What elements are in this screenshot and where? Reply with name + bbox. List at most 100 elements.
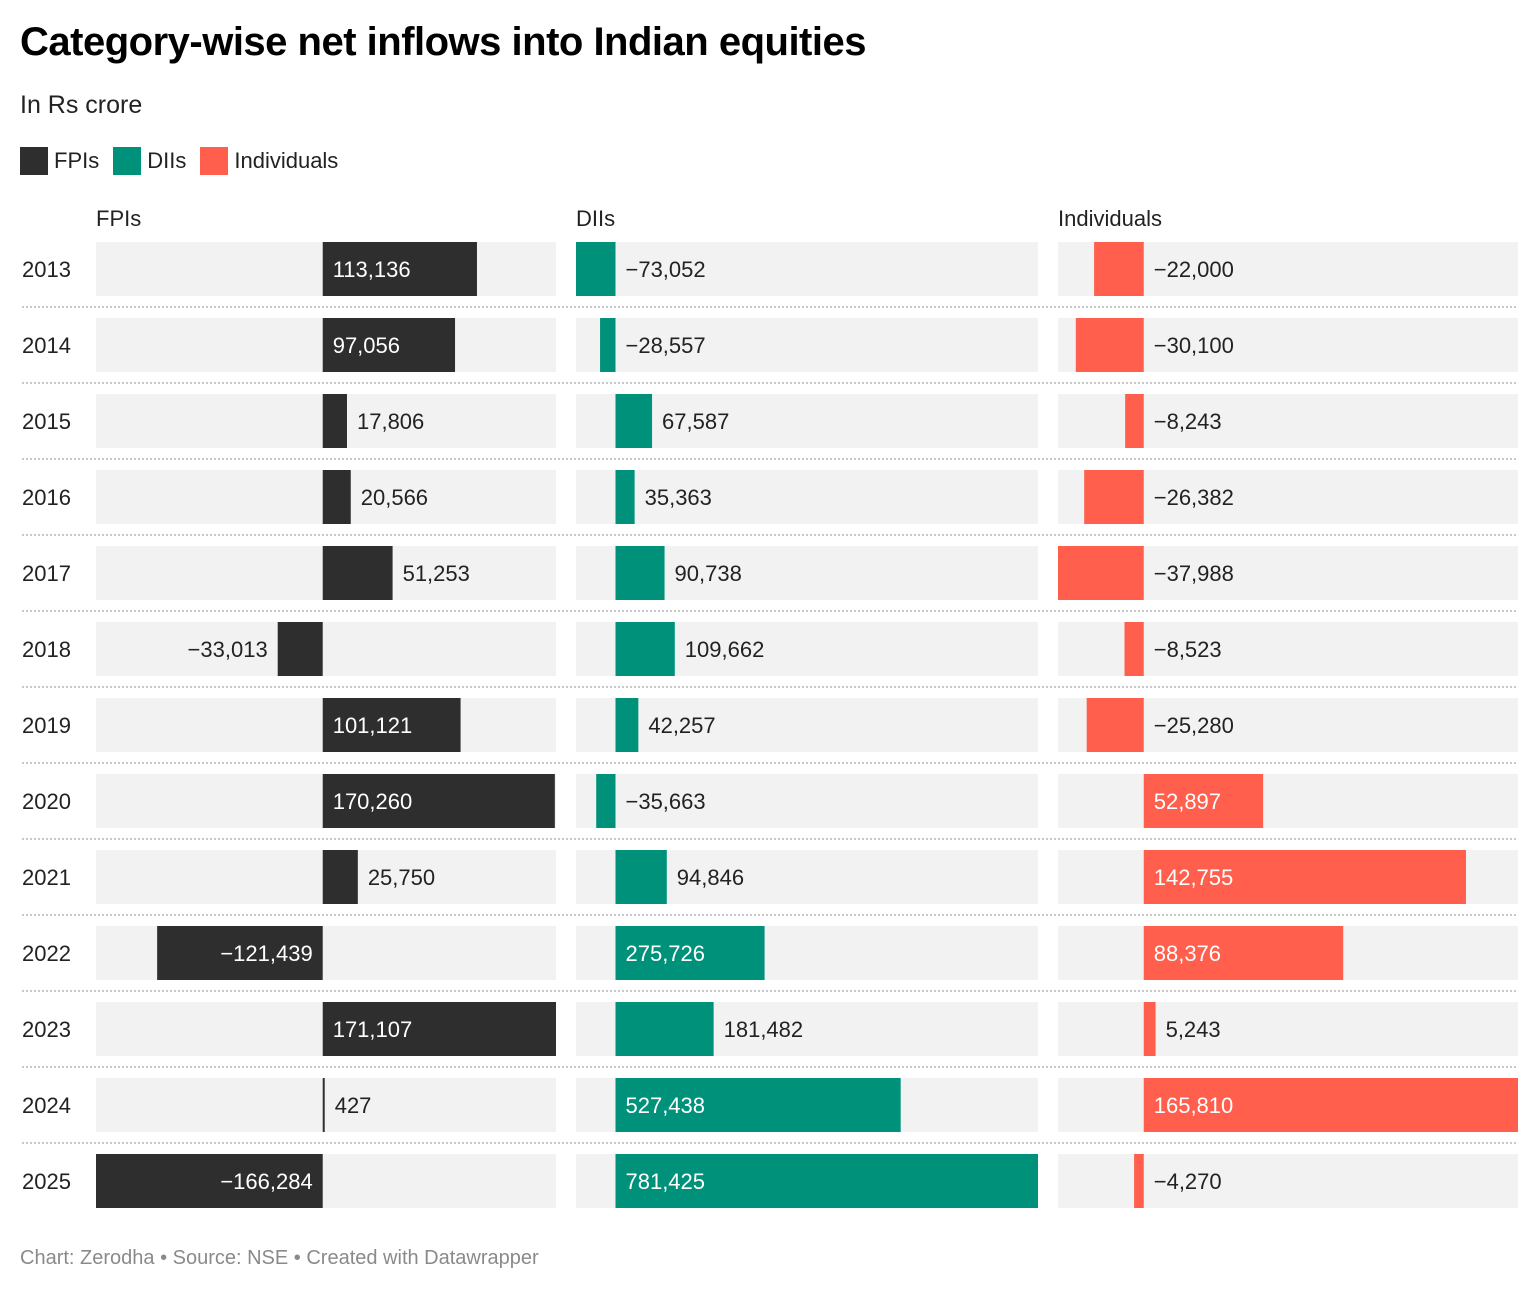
bar-individuals bbox=[1086, 698, 1144, 752]
data-label: 25,750 bbox=[368, 865, 435, 890]
legend-swatch-diis bbox=[113, 147, 142, 175]
legend-item-individuals: Individuals bbox=[200, 147, 338, 175]
bar-diis bbox=[600, 318, 616, 372]
chart-subtitle: In Rs crore bbox=[20, 91, 143, 119]
bar-background bbox=[1058, 1154, 1518, 1208]
data-label: 94,846 bbox=[677, 865, 744, 890]
bar-background bbox=[96, 622, 556, 676]
year-label: 2018 bbox=[22, 637, 71, 662]
bar-background bbox=[1058, 1002, 1518, 1056]
data-label: −35,663 bbox=[625, 789, 705, 814]
year-label: 2019 bbox=[22, 713, 71, 738]
legend-label: FPIs bbox=[54, 148, 100, 173]
legend-item-diis: DIIs bbox=[113, 147, 186, 175]
bar-background bbox=[576, 394, 1038, 448]
bar-individuals bbox=[1075, 318, 1144, 372]
year-label: 2021 bbox=[22, 865, 71, 890]
data-label: 781,425 bbox=[625, 1169, 705, 1194]
bar-background bbox=[96, 1078, 556, 1132]
bar-fpis bbox=[322, 850, 358, 904]
data-label: 165,810 bbox=[1154, 1093, 1234, 1118]
legend: FPIs DIIs Individuals bbox=[20, 147, 338, 175]
bar-fpis bbox=[322, 470, 351, 524]
data-label: 170,260 bbox=[333, 789, 413, 814]
data-label: 427 bbox=[335, 1093, 372, 1118]
bar-fpis bbox=[322, 1002, 556, 1056]
data-label: 17,806 bbox=[357, 409, 424, 434]
chart-title: Category-wise net inflows into Indian eq… bbox=[20, 20, 866, 64]
data-label: −8,243 bbox=[1154, 409, 1222, 434]
data-label: 527,438 bbox=[625, 1093, 705, 1118]
year-label: 2015 bbox=[22, 409, 71, 434]
bar-background bbox=[1058, 774, 1518, 828]
bar-fpis bbox=[322, 318, 456, 372]
bar-fpis bbox=[322, 242, 477, 296]
year-label: 2022 bbox=[22, 941, 71, 966]
bar-fpis bbox=[277, 622, 323, 676]
bar-individuals bbox=[1143, 774, 1264, 828]
bar-diis bbox=[615, 470, 635, 524]
data-label: −73,052 bbox=[625, 257, 705, 282]
data-label: 101,121 bbox=[333, 713, 413, 738]
data-label: 90,738 bbox=[675, 561, 742, 586]
bar-individuals bbox=[1124, 622, 1144, 676]
data-label: −8,523 bbox=[1154, 637, 1222, 662]
data-label: 109,662 bbox=[685, 637, 765, 662]
bar-individuals bbox=[1143, 850, 1466, 904]
data-label: −22,000 bbox=[1154, 257, 1234, 282]
data-label: −166,284 bbox=[220, 1169, 312, 1194]
data-label: 20,566 bbox=[361, 485, 428, 510]
data-label: 142,755 bbox=[1154, 865, 1234, 890]
bar-individuals bbox=[1094, 242, 1144, 296]
legend-label: Individuals bbox=[234, 148, 339, 173]
data-label: 42,257 bbox=[648, 713, 715, 738]
data-label: 51,253 bbox=[403, 561, 470, 586]
legend-swatch-individuals bbox=[200, 147, 229, 175]
data-label: 171,107 bbox=[333, 1017, 413, 1042]
data-label: 5,243 bbox=[1166, 1017, 1221, 1042]
year-label: 2017 bbox=[22, 561, 71, 586]
bar-background bbox=[576, 774, 1038, 828]
bar-diis bbox=[576, 242, 616, 296]
data-label: −4,270 bbox=[1154, 1169, 1222, 1194]
bar-background bbox=[576, 698, 1038, 752]
chart-footer: Chart: Zerodha • Source: NSE • Created w… bbox=[20, 1247, 539, 1269]
data-label: 88,376 bbox=[1154, 941, 1221, 966]
bar-fpis bbox=[157, 926, 323, 980]
legend-item-fpis: FPIs bbox=[20, 147, 99, 175]
year-label: 2016 bbox=[22, 485, 71, 510]
bar-fpis bbox=[96, 1154, 323, 1208]
bar-individuals bbox=[1143, 926, 1344, 980]
bar-diis bbox=[615, 926, 765, 980]
data-label: 113,136 bbox=[333, 257, 411, 282]
bar-diis bbox=[615, 1002, 714, 1056]
year-label: 2025 bbox=[22, 1169, 71, 1194]
panel-header-diis: DIIs bbox=[576, 206, 615, 231]
bar-background bbox=[576, 318, 1038, 372]
data-label: 97,056 bbox=[333, 333, 400, 358]
data-label: 275,726 bbox=[625, 941, 705, 966]
data-label: 67,587 bbox=[662, 409, 729, 434]
bar-fpis bbox=[322, 546, 393, 600]
year-label: 2024 bbox=[22, 1093, 71, 1118]
bar-diis bbox=[615, 698, 639, 752]
legend-swatch-fpis bbox=[20, 147, 48, 175]
bar-background bbox=[576, 470, 1038, 524]
bar-individuals bbox=[1143, 1078, 1518, 1132]
data-label: −33,013 bbox=[188, 637, 268, 662]
data-label: −37,988 bbox=[1154, 561, 1234, 586]
bar-fpis bbox=[322, 394, 347, 448]
year-label: 2014 bbox=[22, 333, 71, 358]
panel-header-fpis: FPIs bbox=[96, 206, 141, 231]
panel-header-individuals: Individuals bbox=[1058, 206, 1162, 231]
bar-fpis bbox=[322, 1078, 325, 1132]
data-label: −121,439 bbox=[220, 941, 312, 966]
data-label: −25,280 bbox=[1154, 713, 1234, 738]
bar-fpis bbox=[322, 698, 461, 752]
bar-diis bbox=[596, 774, 616, 828]
bar-fpis bbox=[322, 774, 555, 828]
bar-individuals bbox=[1134, 1154, 1144, 1208]
data-label: −28,557 bbox=[625, 333, 705, 358]
year-label: 2013 bbox=[22, 257, 71, 282]
